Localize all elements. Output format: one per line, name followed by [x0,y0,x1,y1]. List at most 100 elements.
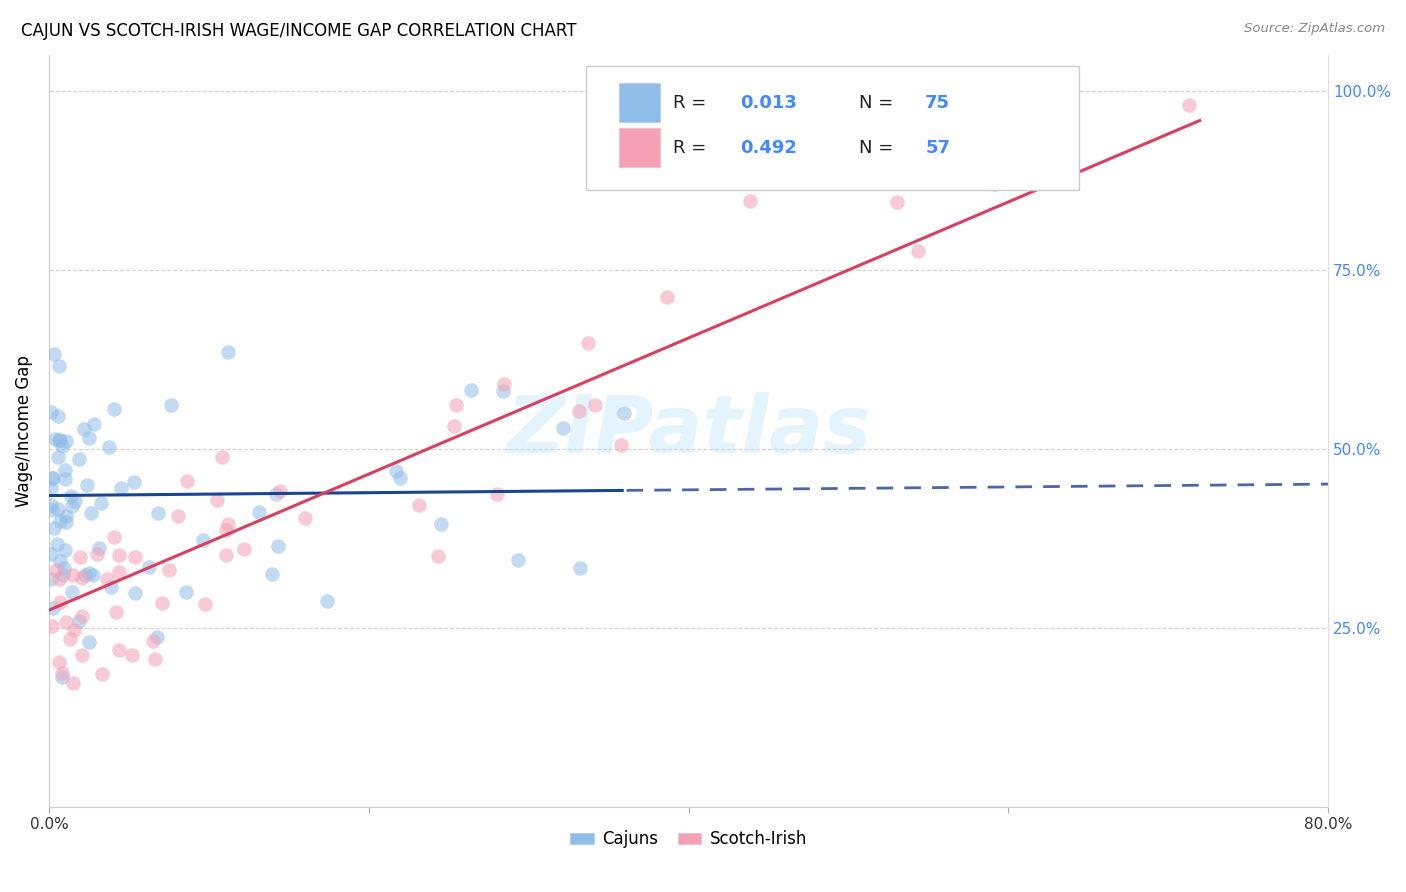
Text: ZIPatlas: ZIPatlas [506,392,872,470]
FancyBboxPatch shape [620,83,661,122]
Point [160,398,183,412]
Point [108,548,131,562]
Point [983,177,1005,191]
Point [103,530,125,544]
Point [176,474,198,488]
Point [55,615,77,629]
Point [103,402,125,417]
Point [62,676,84,690]
Point [194,597,217,611]
Point [430,516,453,531]
Point [41,471,63,485]
Point [46,502,69,516]
Point [45,563,67,577]
Point [77,566,100,580]
Point [51,666,73,681]
Point [492,377,515,392]
Text: Source: ZipAtlas.com: Source: ZipAtlas.com [1244,22,1385,36]
Point [583,398,606,412]
Point [63,494,86,508]
Point [60,489,83,503]
Point [55,434,77,449]
Point [80,506,103,520]
Point [1022,144,1045,158]
Point [69,550,91,565]
Point [122,475,145,489]
Point [60,499,83,513]
Point [124,550,146,565]
Text: N =: N = [859,138,898,157]
Point [48,359,70,374]
Point [267,539,290,553]
Point [294,510,316,524]
Point [427,549,450,563]
FancyBboxPatch shape [586,66,1078,191]
Text: 0.013: 0.013 [740,94,797,112]
Point [75,568,97,582]
Point [655,290,678,304]
Point [609,438,631,452]
Point [70,648,93,663]
Point [42,471,65,485]
Point [62,567,84,582]
Legend: Cajuns, Scotch-Irish: Cajuns, Scotch-Irish [564,824,814,855]
Point [76,478,98,492]
FancyBboxPatch shape [620,128,661,167]
Point [48,554,70,568]
Point [97,440,120,454]
Point [174,585,197,599]
Point [315,593,337,607]
Text: 57: 57 [925,138,950,157]
Point [82,568,104,582]
Point [39,481,62,495]
Point [569,561,592,575]
Point [408,498,430,512]
Point [53,542,76,557]
Point [444,398,467,412]
Point [48,572,70,586]
Point [55,516,77,530]
Point [41,618,63,632]
Point [87,541,110,555]
Point [48,450,70,464]
Point [166,508,188,523]
Point [508,553,530,567]
Point [266,487,288,501]
Point [551,421,574,435]
Point [1177,98,1199,112]
Point [49,514,72,528]
Point [55,509,77,524]
Point [39,498,62,512]
Point [576,335,599,350]
Point [48,434,70,448]
Point [232,542,254,557]
Point [385,464,408,478]
Point [83,417,105,431]
Point [44,347,66,361]
Point [44,433,66,447]
Point [105,605,128,619]
Point [62,623,84,637]
Point [49,595,72,609]
Text: N =: N = [859,94,898,112]
Point [73,422,96,436]
Point [86,547,108,561]
Point [124,586,146,600]
Text: CAJUN VS SCOTCH-IRISH WAGE/INCOME GAP CORRELATION CHART: CAJUN VS SCOTCH-IRISH WAGE/INCOME GAP CO… [21,22,576,40]
Point [96,572,118,586]
Text: 75: 75 [925,94,950,112]
Y-axis label: Wage/Income Gap: Wage/Income Gap [15,355,32,507]
Point [205,493,228,508]
Point [70,609,93,624]
Point [460,384,482,398]
Point [146,506,169,520]
Point [143,652,166,666]
Point [146,630,169,644]
Point [48,655,70,669]
Point [67,614,90,628]
Point [108,643,131,657]
Point [77,431,100,445]
Point [79,634,101,648]
Point [215,524,238,538]
Point [39,405,62,419]
